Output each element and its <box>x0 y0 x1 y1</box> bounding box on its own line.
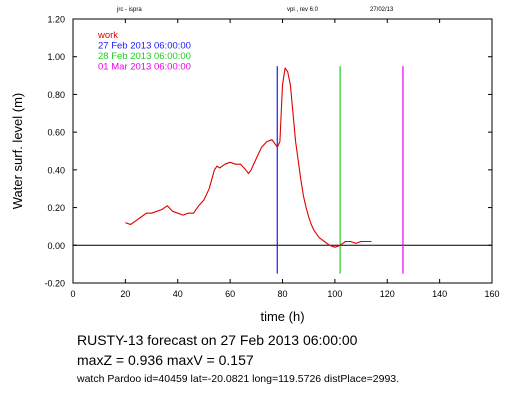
y-tick-label: 1.00 <box>47 52 65 62</box>
forecast-caption: RUSTY-13 forecast on 27 Feb 2013 06:00:0… <box>77 332 358 348</box>
header-right-text: 27/02/13 <box>370 7 394 13</box>
water-level-chart: -0.20 0.00 0.20 0.40 0.60 0.80 1.00 1.20 0 20 40 60… <box>10 15 500 325</box>
y-tick-label: 0.80 <box>47 90 65 100</box>
header-center-text: vpl , rev 6.0 <box>287 7 319 13</box>
y-tick-label: -0.20 <box>44 279 65 289</box>
y-tick-label: 0.60 <box>47 128 65 138</box>
x-tick-label: 20 <box>120 289 130 299</box>
series-line-work <box>125 67 372 248</box>
header-left-text: jrc - ispra <box>117 7 142 13</box>
x-tick-label: 0 <box>70 289 75 299</box>
x-tick-label: 40 <box>173 289 183 299</box>
x-tick-label: 100 <box>327 289 342 299</box>
legend-entry: 28 Feb 2013 06:00:00 <box>98 51 191 62</box>
max-values-caption: maxZ = 0.936 maxV = 0.157 <box>77 352 254 368</box>
y-axis-label: Water surf. level (m) <box>10 93 25 210</box>
y-tick-label: 1.20 <box>47 15 65 25</box>
x-tick-label: 160 <box>484 289 499 299</box>
x-tick-label: 60 <box>225 289 235 299</box>
legend-entry: work <box>97 30 118 41</box>
watch-location-caption: watch Pardoo id=40459 lat=-20.0821 long=… <box>77 373 400 385</box>
x-tick-label: 120 <box>380 289 395 299</box>
x-tick-label: 140 <box>432 289 447 299</box>
x-tick-label: 80 <box>277 289 287 299</box>
y-tick-label: 0.00 <box>47 241 65 251</box>
legend-entry: 01 Mar 2013 06:00:00 <box>98 62 191 73</box>
legend-entry: 27 Feb 2013 06:00:00 <box>98 41 191 52</box>
x-axis-label: time (h) <box>260 309 304 324</box>
y-tick-label: 0.20 <box>47 203 65 213</box>
y-tick-label: 0.40 <box>47 165 65 175</box>
